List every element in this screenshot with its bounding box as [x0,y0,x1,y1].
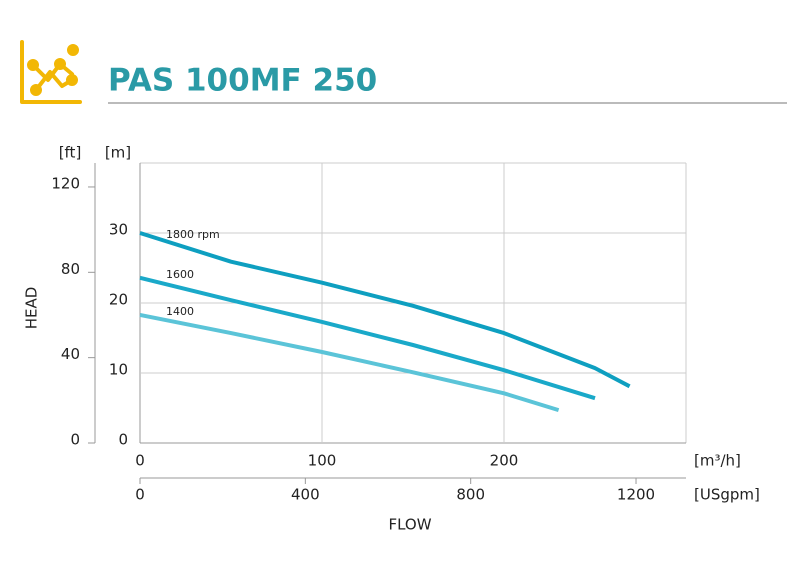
y-unit: [m] [105,144,131,162]
y2-tick-label: 120 [51,174,80,192]
curve [139,231,631,389]
chart-icon [20,40,82,104]
x2-tick-label: 0 [135,486,145,504]
y-label: HEAD [23,287,41,330]
x-label: FLOW [388,516,431,534]
x2-tick-label: 800 [456,486,485,504]
x-tick-label: 0 [135,452,145,470]
x2-unit: [USgpm] [694,486,760,504]
y-tick-label: 10 [109,361,128,379]
curve [139,275,596,401]
y-tick-label: 30 [109,221,128,239]
y2-tick-label: 80 [61,260,80,278]
series-label: 1600 [166,268,194,281]
y-tick-label: 0 [118,431,128,449]
curve [139,312,560,413]
x2-tick-label: 400 [291,486,320,504]
chart-title: PAS 100MF 250 [108,63,377,99]
y2-unit: [ft] [59,144,82,162]
y2-tick-label: 40 [61,345,80,363]
x-tick-label: 100 [308,452,337,470]
x-unit: [m³/h] [694,452,741,470]
x2-tick-label: 1200 [617,486,655,504]
y2-tick-label: 0 [70,431,80,449]
series-label: 1400 [166,305,194,318]
x-tick-label: 200 [490,452,519,470]
y-tick-label: 20 [109,291,128,309]
series-label: 1800 rpm [166,228,220,241]
